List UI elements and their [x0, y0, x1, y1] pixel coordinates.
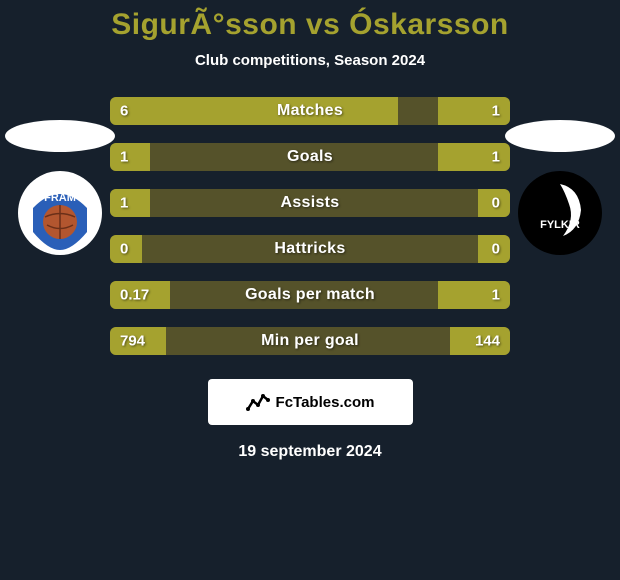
bar-label: Hattricks [274, 240, 345, 258]
player-left-slot: FRAM [5, 120, 115, 256]
bar-row: 6 1 Matches [110, 97, 510, 125]
date-text: 19 september 2024 [0, 443, 620, 461]
bar-fill-left [110, 143, 150, 171]
bar-value-left: 6 [120, 103, 128, 120]
bar-row: 0.17 1 Goals per match [110, 281, 510, 309]
brand-footer: FcTables.com [208, 379, 413, 425]
club-badge-left: FRAM [17, 170, 103, 256]
bar-row: 0 0 Hattricks [110, 235, 510, 263]
bar-value-right: 0 [492, 241, 500, 258]
bar-value-right: 1 [492, 103, 500, 120]
bar-value-right: 0 [492, 195, 500, 212]
bar-value-right: 1 [492, 287, 500, 304]
bar-value-left: 794 [120, 333, 145, 350]
bar-label: Assists [280, 194, 339, 212]
bar-label: Matches [277, 102, 343, 120]
bar-row: 794 144 Min per goal [110, 327, 510, 355]
svg-text:FRAM: FRAM [44, 192, 76, 204]
bar-value-left: 1 [120, 149, 128, 166]
fylkir-badge-icon: FYLKIR [517, 170, 603, 256]
bar-fill-left [110, 97, 398, 125]
bar-label: Goals [287, 148, 333, 166]
bar-value-left: 1 [120, 195, 128, 212]
bar-value-left: 0.17 [120, 287, 149, 304]
bar-value-left: 0 [120, 241, 128, 258]
brand-text: FcTables.com [276, 394, 375, 411]
bar-label: Min per goal [261, 332, 359, 350]
bar-row: 1 1 Goals [110, 143, 510, 171]
page-title: SigurÃ°sson vs Óskarsson [0, 8, 620, 42]
comparison-bars: 6 1 Matches 1 1 Goals 1 0 Assists 0 0 Hattricks 0.17… [110, 97, 510, 355]
comparison-infographic: SigurÃ°sson vs Óskarsson Club competitio… [0, 0, 620, 580]
fctables-logo-icon [246, 391, 270, 413]
bar-fill-left [110, 189, 150, 217]
player-silhouette-icon [5, 120, 115, 152]
player-right-slot: FYLKIR [505, 120, 615, 256]
svg-text:FYLKIR: FYLKIR [540, 219, 580, 231]
player-silhouette-icon [505, 120, 615, 152]
bar-row: 1 0 Assists [110, 189, 510, 217]
bar-value-right: 144 [475, 333, 500, 350]
fram-badge-icon: FRAM [17, 170, 103, 256]
bar-value-right: 1 [492, 149, 500, 166]
bar-label: Goals per match [245, 286, 375, 304]
subtitle: Club competitions, Season 2024 [0, 52, 620, 69]
club-badge-right: FYLKIR [517, 170, 603, 256]
